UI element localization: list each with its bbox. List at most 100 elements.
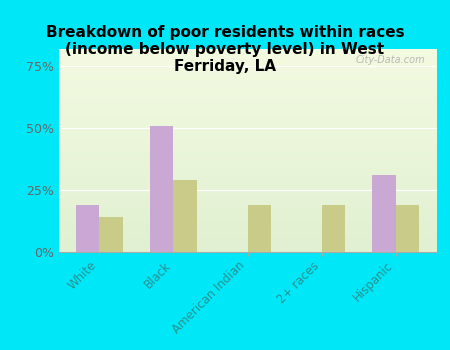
Bar — [58, 84, 436, 85]
Bar — [58, 63, 436, 65]
Bar — [58, 230, 436, 232]
Bar — [58, 61, 436, 63]
Bar — [58, 201, 436, 203]
Bar — [58, 177, 436, 179]
Bar — [58, 155, 436, 156]
Bar — [58, 122, 436, 124]
Bar — [58, 161, 436, 163]
Bar — [58, 236, 436, 238]
Bar — [58, 114, 436, 116]
Bar — [58, 214, 436, 216]
Bar — [58, 226, 436, 228]
Bar — [58, 238, 436, 240]
Bar — [58, 181, 436, 183]
Bar — [58, 205, 436, 207]
Bar — [58, 183, 436, 185]
Bar — [58, 92, 436, 94]
Bar — [58, 67, 436, 69]
Bar — [58, 140, 436, 142]
Bar — [58, 75, 436, 77]
Bar — [58, 216, 436, 217]
Bar — [58, 209, 436, 211]
Bar — [58, 173, 436, 175]
Bar — [58, 248, 436, 250]
Bar — [58, 120, 436, 122]
Bar — [58, 77, 436, 79]
Bar — [58, 88, 436, 90]
Bar — [58, 96, 436, 98]
Bar — [58, 169, 436, 171]
Bar — [58, 136, 436, 138]
Bar — [58, 69, 436, 71]
Bar — [58, 65, 436, 67]
Bar — [58, 85, 436, 88]
Bar — [58, 207, 436, 209]
Bar — [58, 74, 436, 75]
Bar — [58, 126, 436, 128]
Bar — [58, 106, 436, 108]
Bar — [58, 153, 436, 155]
Bar — [150, 126, 173, 252]
Bar — [58, 49, 436, 51]
Bar — [58, 195, 436, 197]
Bar — [58, 171, 436, 173]
Bar — [58, 55, 436, 57]
Bar — [58, 167, 436, 169]
Bar — [58, 145, 436, 146]
Bar — [58, 246, 436, 248]
Bar — [58, 224, 436, 226]
Bar — [58, 222, 436, 224]
Bar — [58, 116, 436, 118]
Bar — [58, 102, 436, 104]
Bar — [58, 187, 436, 189]
Bar — [58, 150, 436, 153]
Bar — [58, 132, 436, 134]
Bar — [58, 53, 436, 55]
Bar — [58, 124, 436, 126]
Bar — [58, 71, 436, 74]
Bar — [58, 148, 436, 150]
Bar — [58, 79, 436, 82]
Bar — [322, 205, 345, 252]
Bar — [58, 193, 436, 195]
Bar — [58, 244, 436, 246]
Bar — [58, 232, 436, 234]
Bar — [372, 175, 396, 252]
Bar — [58, 240, 436, 242]
Bar — [58, 110, 436, 112]
Bar — [58, 90, 436, 92]
Bar — [58, 128, 436, 130]
Bar — [58, 219, 436, 222]
Bar — [58, 108, 436, 110]
Bar — [58, 203, 436, 205]
Bar — [58, 57, 436, 59]
Bar — [58, 242, 436, 244]
Bar — [99, 217, 123, 252]
Bar — [58, 156, 436, 159]
Bar — [58, 189, 436, 191]
Text: City-Data.com: City-Data.com — [356, 55, 425, 65]
Bar — [58, 191, 436, 193]
Bar — [173, 180, 197, 252]
Bar — [58, 217, 436, 219]
Bar — [58, 175, 436, 177]
Bar — [58, 82, 436, 84]
Bar — [58, 179, 436, 181]
Bar — [58, 134, 436, 136]
Bar — [58, 59, 436, 61]
Bar — [58, 98, 436, 100]
Bar — [58, 104, 436, 106]
Bar — [248, 205, 271, 252]
Text: Breakdown of poor residents within races
(income below poverty level) in West
Fe: Breakdown of poor residents within races… — [46, 25, 404, 74]
Bar — [58, 199, 436, 201]
Bar — [58, 185, 436, 187]
Bar — [58, 138, 436, 140]
Bar — [58, 118, 436, 120]
Bar — [58, 146, 436, 148]
Bar — [58, 234, 436, 236]
Bar — [58, 211, 436, 214]
Bar — [396, 205, 419, 252]
Bar — [58, 130, 436, 132]
Bar — [58, 165, 436, 167]
Bar — [58, 197, 436, 199]
